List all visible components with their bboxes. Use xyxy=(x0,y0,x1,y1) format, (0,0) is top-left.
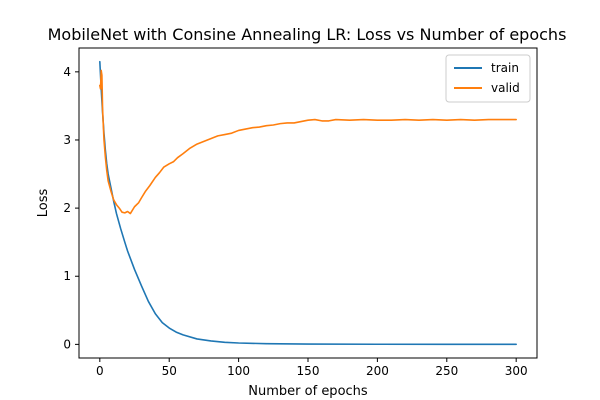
legend-label-valid: valid xyxy=(491,81,520,95)
legend: train valid xyxy=(445,54,531,103)
y-tick-label: 4 xyxy=(63,65,71,79)
y-tick-label: 3 xyxy=(63,133,71,147)
x-tick-label: 50 xyxy=(162,364,177,378)
y-tick-label: 2 xyxy=(63,201,71,215)
x-axis-ticks: 0 50 100 150 200 250 300 xyxy=(96,358,528,378)
x-tick-label: 200 xyxy=(366,364,389,378)
x-tick-label: 250 xyxy=(435,364,458,378)
y-tick-label: 0 xyxy=(63,337,71,351)
y-axis-ticks: 0 1 2 3 4 xyxy=(63,65,79,351)
x-axis-label: Number of epochs xyxy=(248,384,368,399)
chart-title: MobileNet with Consine Annealing LR: Los… xyxy=(48,25,567,44)
series-line-valid xyxy=(99,69,517,215)
legend-label-train: train xyxy=(491,61,519,75)
x-tick-label: 150 xyxy=(297,364,320,378)
legend-box xyxy=(445,54,531,103)
x-tick-label: 0 xyxy=(96,364,104,378)
x-tick-label: 300 xyxy=(505,364,528,378)
x-tick-label: 100 xyxy=(227,364,250,378)
y-axis-label: Loss xyxy=(36,189,51,218)
y-tick-label: 1 xyxy=(63,269,71,283)
series-layer xyxy=(99,60,517,346)
